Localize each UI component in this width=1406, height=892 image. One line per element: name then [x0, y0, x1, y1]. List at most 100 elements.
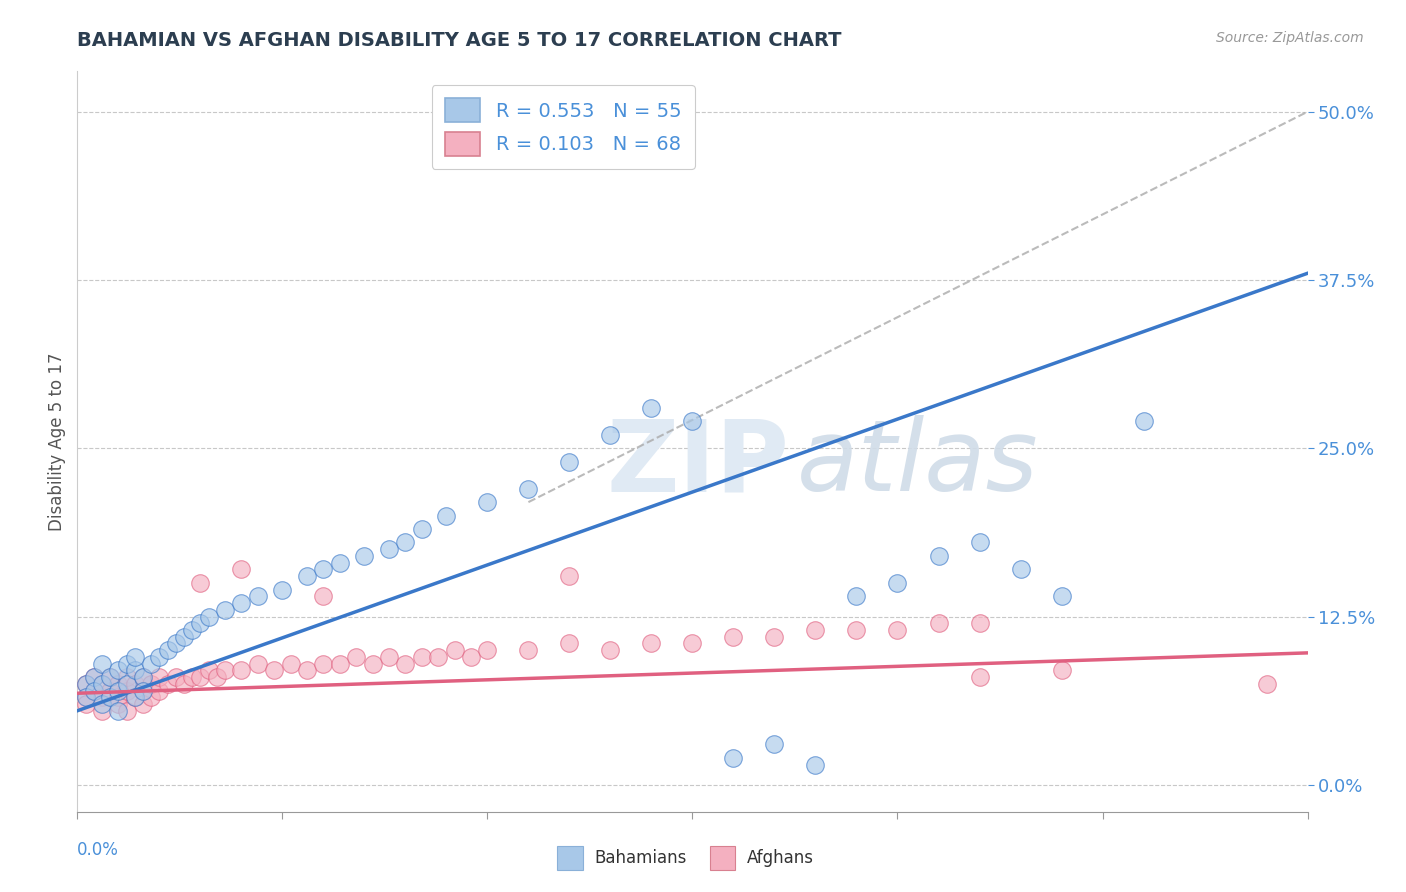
Text: BAHAMIAN VS AFGHAN DISABILITY AGE 5 TO 17 CORRELATION CHART: BAHAMIAN VS AFGHAN DISABILITY AGE 5 TO 1… — [77, 31, 842, 50]
Point — [1010, 562, 1032, 576]
Text: ZIP: ZIP — [606, 416, 789, 512]
Point — [188, 575, 212, 590]
Point — [928, 549, 950, 563]
Point — [214, 664, 236, 678]
Point — [344, 649, 367, 664]
Point — [723, 630, 745, 644]
Text: Bahamians: Bahamians — [595, 848, 686, 867]
Point — [1132, 414, 1154, 428]
Point — [75, 697, 97, 711]
Point — [246, 590, 269, 604]
Point — [98, 683, 121, 698]
Point — [517, 482, 540, 496]
Point — [115, 677, 138, 691]
Point — [188, 616, 212, 631]
Point — [83, 683, 105, 698]
Point — [107, 697, 129, 711]
Point — [682, 636, 704, 650]
Point — [246, 657, 269, 671]
Point — [132, 670, 155, 684]
Point — [312, 657, 335, 671]
Point — [75, 677, 97, 691]
Point — [599, 643, 621, 657]
Point — [394, 657, 416, 671]
Point — [83, 670, 105, 684]
Point — [148, 670, 170, 684]
Point — [115, 657, 138, 671]
Y-axis label: Disability Age 5 to 17: Disability Age 5 to 17 — [48, 352, 66, 531]
Point — [98, 670, 121, 684]
Point — [558, 636, 581, 650]
Point — [124, 690, 146, 705]
Point — [107, 677, 129, 691]
Point — [845, 590, 868, 604]
Point — [231, 596, 253, 610]
Point — [124, 677, 146, 691]
Point — [763, 630, 786, 644]
Point — [181, 623, 204, 637]
Point — [477, 495, 499, 509]
Point — [90, 677, 114, 691]
Point — [107, 664, 129, 678]
Point — [98, 690, 121, 705]
Point — [312, 562, 335, 576]
Point — [90, 697, 114, 711]
Text: atlas: atlas — [797, 416, 1039, 512]
Point — [394, 535, 416, 549]
Point — [427, 649, 450, 664]
Point — [231, 562, 253, 576]
Point — [263, 664, 285, 678]
Point — [763, 738, 786, 752]
Point — [83, 683, 105, 698]
Point — [107, 704, 129, 718]
Point — [90, 657, 114, 671]
Point — [361, 657, 384, 671]
Point — [141, 677, 163, 691]
Point — [132, 670, 155, 684]
Point — [75, 677, 97, 691]
Point — [271, 582, 294, 597]
Point — [214, 603, 236, 617]
Point — [132, 697, 155, 711]
Text: 0.0%: 0.0% — [77, 841, 120, 859]
Point — [558, 455, 581, 469]
Point — [115, 683, 138, 698]
Point — [329, 657, 352, 671]
Point — [90, 704, 114, 718]
Point — [280, 657, 302, 671]
Point — [148, 683, 170, 698]
Point — [411, 649, 433, 664]
Point — [804, 623, 827, 637]
Point — [148, 649, 170, 664]
Point — [197, 664, 219, 678]
Point — [329, 556, 352, 570]
Point — [75, 690, 97, 705]
Legend: R = 0.553   N = 55, R = 0.103   N = 68: R = 0.553 N = 55, R = 0.103 N = 68 — [432, 85, 695, 169]
Point — [682, 414, 704, 428]
Point — [723, 751, 745, 765]
Point — [165, 670, 187, 684]
Point — [132, 683, 155, 698]
Point — [640, 401, 662, 415]
Point — [205, 670, 228, 684]
Point — [886, 575, 908, 590]
Point — [928, 616, 950, 631]
Point — [477, 643, 499, 657]
Point — [107, 690, 129, 705]
Point — [436, 508, 458, 523]
Point — [197, 609, 219, 624]
Point — [83, 670, 105, 684]
Point — [156, 677, 179, 691]
Point — [443, 643, 465, 657]
Point — [969, 535, 991, 549]
Point — [295, 569, 318, 583]
Point — [312, 590, 335, 604]
Point — [115, 670, 138, 684]
Point — [1050, 590, 1073, 604]
Point — [460, 649, 482, 664]
Point — [353, 549, 375, 563]
Point — [124, 664, 146, 678]
Point — [558, 569, 581, 583]
Text: Source: ZipAtlas.com: Source: ZipAtlas.com — [1216, 31, 1364, 45]
Point — [181, 670, 204, 684]
